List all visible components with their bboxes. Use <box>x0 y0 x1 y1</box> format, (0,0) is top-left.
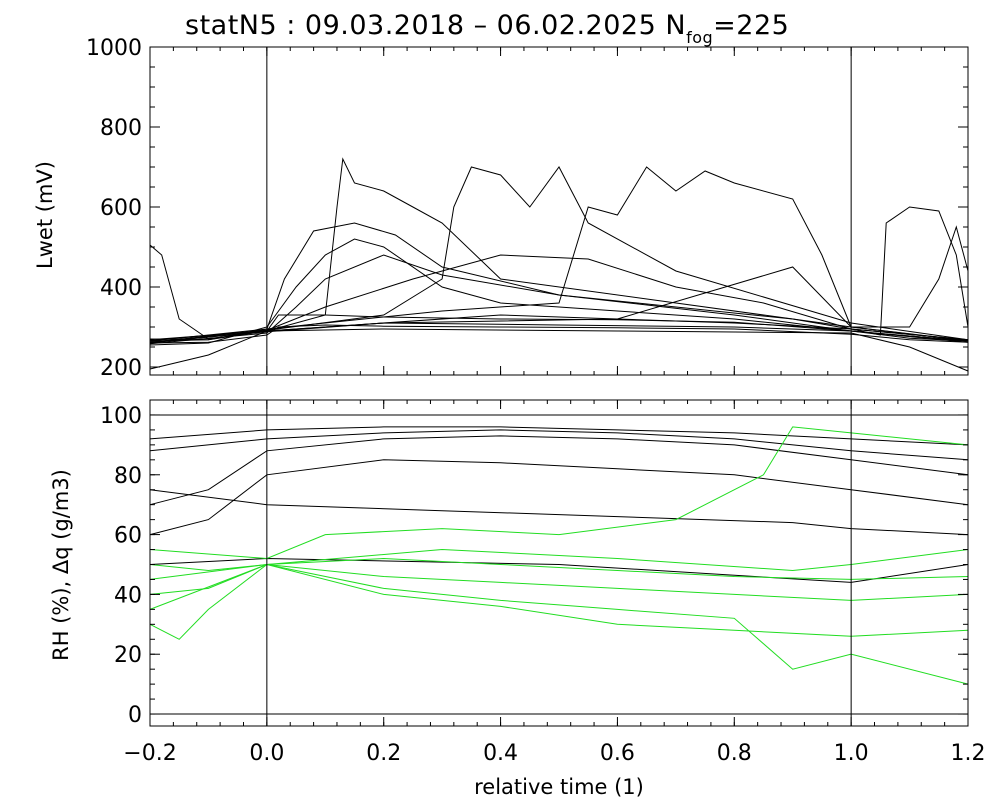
bottom-series-line-3 <box>149 459 969 536</box>
chart-title-main: statN5 : 09.03.2018 – 06.02.2025 N <box>185 10 686 41</box>
chart-title: statN5 : 09.03.2018 – 06.02.2025 Nfog=22… <box>185 10 789 47</box>
bottom-series-line-4 <box>149 489 969 536</box>
bottom-xtick-label-7: 1.2 <box>951 741 986 766</box>
bottom-ytick-label-0: 0 <box>128 703 142 728</box>
bottom-series-line-1 <box>149 429 969 461</box>
top-ytick-label-0: 200 <box>100 356 142 381</box>
bottom-ytick-label-3: 60 <box>114 524 142 549</box>
bottom-ytick-label-2: 40 <box>114 583 142 608</box>
top-ytick-label-4: 1000 <box>86 36 142 61</box>
top-series-line-9 <box>149 225 969 343</box>
bottom-xtick-label-6: 1.0 <box>834 741 869 766</box>
bottom-series-line-6 <box>149 557 969 580</box>
top-series-line-5 <box>149 157 969 344</box>
top-plot-frame <box>149 46 969 376</box>
bottom-xtick-label-1: 0.0 <box>249 741 284 766</box>
bottom-ytick-label-1: 20 <box>114 643 142 668</box>
chart-title-subscript: fog <box>686 28 713 47</box>
bottom-panel: −0.2 0.0 0.2 0.4 0.6 0.8 1.0 1.2 0 20 40 60 80 100 RH… <box>49 399 986 799</box>
bottom-xtick-label-3: 0.4 <box>483 741 518 766</box>
bottom-series-line-5 <box>149 557 969 583</box>
top-series-line-8 <box>149 206 969 341</box>
top-ytick-label-2: 600 <box>100 196 142 221</box>
bottom-ticks: −0.2 0.0 0.2 0.4 0.6 0.8 1.0 1.2 0 20 40 60 80 100 <box>100 399 986 766</box>
top-series-line-7 <box>149 166 969 342</box>
bottom-xtick-label-2: 0.2 <box>366 741 401 766</box>
bottom-ytick-label-5: 100 <box>100 404 142 429</box>
bottom-series-line-9 <box>149 426 969 560</box>
bottom-xtick-label-5: 0.8 <box>717 741 752 766</box>
bottom-series-line-8 <box>149 563 969 685</box>
bottom-xtick-label-4: 0.6 <box>600 741 635 766</box>
bottom-reference-lines <box>150 400 968 726</box>
top-ytick-label-1: 400 <box>100 276 142 301</box>
top-series-line-12 <box>149 328 969 372</box>
top-ylabel: Lwet (mV) <box>33 161 57 269</box>
top-series-group <box>149 157 969 372</box>
chart-title-suffix: =225 <box>713 10 789 41</box>
bottom-plot-frame <box>149 399 969 727</box>
top-series-line-6 <box>149 166 969 343</box>
bottom-series-line-10 <box>149 563 969 637</box>
top-ytick-label-3: 800 <box>100 116 142 141</box>
top-panel: 200 400 600 800 1000 Lwet (mV) <box>33 36 969 381</box>
bottom-xlabel: relative time (1) <box>474 775 644 799</box>
bottom-ylabel: RH (%), Δq (g/m3) <box>49 469 73 661</box>
bottom-series-line-2 <box>149 435 969 506</box>
top-series-line-11 <box>149 254 969 342</box>
bottom-series-group <box>149 426 969 685</box>
bottom-series-line-7 <box>149 563 969 601</box>
top-reference-lines <box>266 47 852 375</box>
bottom-ytick-label-4: 80 <box>114 464 142 489</box>
bottom-xtick-label-0: −0.2 <box>123 741 176 766</box>
top-series-line-10 <box>149 254 969 345</box>
bottom-series-line-0 <box>149 426 969 446</box>
